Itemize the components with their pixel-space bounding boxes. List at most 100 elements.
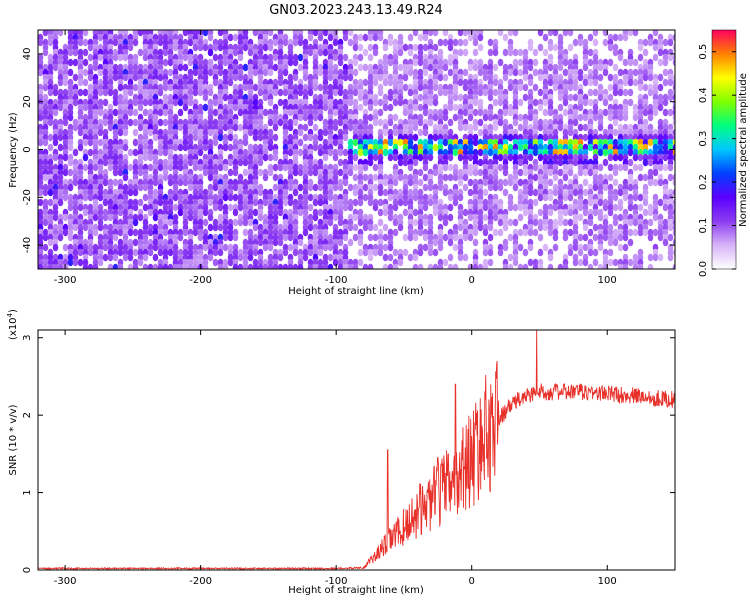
heatmap-cell-2025 (307, 118, 314, 127)
heatmap-cell-3222 (492, 98, 499, 107)
heatmap-cell-768 (137, 198, 144, 207)
heatmap-cell-777 (137, 258, 144, 267)
heatmap-cell-4335 (672, 238, 675, 247)
heatmap-cell-1313 (207, 173, 214, 182)
heatmap-cell-520 (102, 253, 109, 262)
heatmap-cell-2355 (352, 138, 359, 147)
heatmap-cell-365 (87, 43, 94, 52)
heatmap-cell-3179 (487, 38, 494, 47)
colorbar-tick-label-4: 0.4 (698, 87, 709, 103)
heatmap-cell-3257 (497, 153, 504, 162)
heatmap-cell-2804 (427, 30, 434, 37)
heatmap-cell-2705 (407, 253, 414, 262)
heatmap-cell-696 (127, 163, 134, 172)
heatmap-cell-2222 (332, 183, 339, 192)
heatmap-cell-2134 (322, 128, 329, 137)
heatmap-cell-4128 (642, 48, 649, 57)
heatmap-cell-1334 (212, 98, 219, 107)
heatmap-cell-1786 (272, 173, 279, 182)
heatmap-cell-4337 (672, 263, 675, 269)
heatmap-cell-2732 (412, 208, 419, 217)
heatmap-cell-2481 (372, 153, 379, 162)
heatmap-cell-2035 (307, 183, 314, 192)
heatmap-cell-2328 (347, 168, 354, 177)
heatmap-cell-2477 (372, 118, 379, 127)
heatmap-cell-1470 (227, 258, 234, 267)
heatmap-cell-1716 (262, 153, 269, 162)
heatmap-cell-2930 (442, 233, 449, 242)
heatmap-cell-2571 (387, 193, 394, 202)
heatmap-cell-1962 (297, 148, 304, 157)
heatmap-cell-3792 (587, 33, 594, 42)
heatmap-cell-2558 (387, 93, 394, 102)
heatmap-cell-2456 (367, 198, 374, 207)
heatmap-cell-3452 (532, 83, 539, 92)
heatmap-cell-1954 (297, 88, 304, 97)
heatmap-cell-1495 (232, 183, 239, 192)
heatmap-cell-1557 (242, 138, 249, 147)
heatmap-cell-1787 (272, 183, 279, 192)
heatmap-cell-331 (77, 258, 84, 267)
heatmap-cell-1074 (177, 143, 184, 152)
heatmap-cell-2548 (382, 243, 389, 252)
heatmap-cell-2158 (322, 263, 329, 269)
heatmap-cell-1561 (242, 168, 249, 177)
heatmap-cell-3534 (547, 30, 554, 37)
heatmap-cell-1077 (177, 163, 184, 172)
snr-x-tick-label-4: 100 (598, 576, 617, 587)
heatmap-cell-1677 (257, 133, 264, 142)
heatmap-cell-457 (97, 108, 104, 117)
heatmap-cell-3350 (512, 183, 519, 192)
heatmap-cell-3493 (537, 193, 544, 202)
heatmap-cell-2596 (392, 128, 399, 137)
heatmap-cell-310 (77, 128, 84, 137)
heatmap-cell-2202 (332, 53, 339, 62)
heatmap-cell-1950 (297, 53, 304, 62)
heatmap-cell-3151 (482, 73, 489, 82)
heatmap-cell-3657 (562, 208, 569, 217)
heatmap-cell-1410 (222, 93, 229, 102)
heatmap-cell-2402 (362, 33, 369, 42)
heatmap-cell-984 (167, 83, 174, 92)
heatmap-cell-3136 (477, 158, 484, 167)
heatmap-cell-699 (127, 188, 134, 197)
heatmap-cell-243 (67, 143, 74, 152)
heatmap-cell-1473 (232, 48, 239, 57)
heatmap-cell-333 (82, 38, 89, 47)
heatmap-cell-2317 (347, 98, 354, 107)
heatmap-cell-3854 (592, 233, 599, 242)
heatmap-cell-12 (38, 113, 44, 122)
heatmap-cell-124 (52, 88, 59, 97)
heatmap-cell-2767 (417, 228, 424, 237)
heatmap-cell-3773 (582, 123, 589, 132)
heatmap-cell-265 (72, 48, 79, 57)
heatmap-cell-4300 (667, 223, 674, 232)
heatmap-cell-2371 (357, 53, 364, 62)
heatmap-cell-659 (122, 143, 129, 152)
heatmap-cell-1946 (292, 263, 299, 269)
heatmap-cell-3798 (587, 88, 594, 97)
heatmap-cell-2867 (432, 248, 439, 257)
heatmap-cell-4066 (627, 258, 634, 267)
heatmap-cell-3605 (557, 63, 564, 72)
heatmap-cell-4081 (632, 163, 639, 172)
heatmap-cell-1435 (222, 263, 229, 269)
heatmap-cell-2501 (377, 118, 384, 127)
heatmap-cell-2015 (307, 33, 314, 42)
heatmap-cell-3225 (492, 123, 499, 132)
heatmap-cell-571 (112, 108, 119, 117)
heatmap-cell-1772 (272, 63, 279, 72)
heatmap-cell-3979 (617, 68, 624, 77)
heatmap-cell-3217 (492, 48, 499, 57)
heatmap-cell-209 (62, 153, 69, 162)
heatmap-cell-3894 (602, 108, 609, 117)
heatmap-cell-26 (38, 198, 44, 207)
heatmap-cell-3042 (462, 183, 469, 192)
heatmap-cell-3417 (527, 63, 534, 72)
heatmap-cell-2995 (457, 78, 464, 87)
heatmap-cell-3220 (492, 78, 499, 87)
heatmap-cell-3024 (462, 68, 469, 77)
heatmap-cell-3361 (517, 58, 524, 67)
heatmap-cell-2539 (382, 148, 389, 157)
